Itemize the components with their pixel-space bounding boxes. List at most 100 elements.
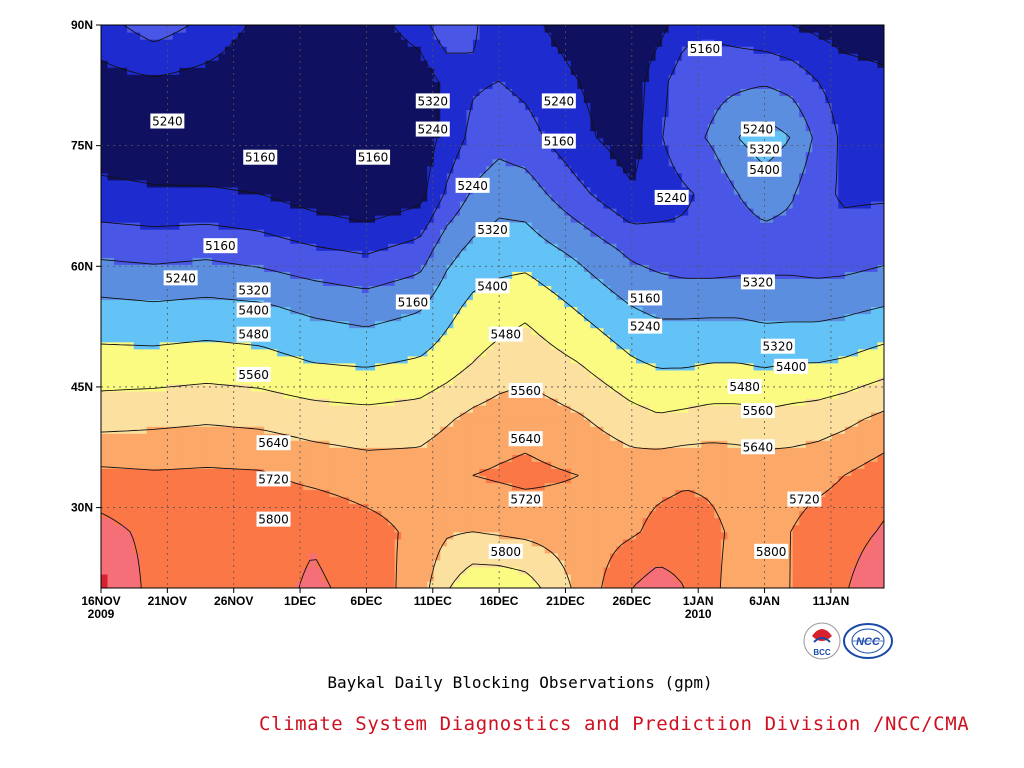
fill-cell — [342, 531, 350, 540]
fill-cell — [642, 383, 650, 392]
fill-cell — [224, 580, 233, 588]
fill-cell — [799, 573, 807, 582]
fill-cell — [629, 475, 637, 484]
fill-cell — [459, 376, 467, 385]
fill-cell — [857, 454, 866, 462]
fill-cell — [773, 468, 781, 476]
fill-cell — [316, 369, 324, 378]
fill-cell — [238, 475, 246, 484]
fill-cell — [316, 355, 324, 364]
fill-cell — [492, 362, 500, 371]
fill-cell — [485, 531, 494, 540]
fill-cell — [649, 566, 657, 575]
fill-cell — [479, 503, 487, 512]
fill-cell — [381, 503, 389, 512]
fill-cell — [746, 580, 755, 588]
fill-cell — [609, 566, 618, 575]
fill-cell — [420, 524, 428, 533]
fill-cell — [296, 461, 304, 469]
fill-cell — [283, 580, 291, 588]
fill-cell — [446, 369, 454, 378]
fill-cell — [290, 383, 298, 392]
fill-cell — [662, 461, 670, 469]
fill-cell — [401, 517, 409, 526]
fill-cell — [492, 524, 500, 533]
fill-cell — [877, 390, 884, 399]
fill-cell — [362, 405, 370, 413]
fill-cell — [499, 412, 507, 420]
fill-cell — [159, 390, 167, 399]
fill-cell — [375, 552, 383, 561]
fill-cell — [401, 545, 409, 554]
fill-cell — [636, 496, 644, 505]
fill-cell — [244, 320, 252, 329]
fill-cell — [596, 369, 605, 378]
fill-cell — [172, 383, 180, 392]
fill-cell — [675, 313, 683, 322]
fill-cell — [381, 390, 389, 399]
fill-cell — [127, 299, 135, 308]
fill-cell — [531, 517, 539, 526]
fill-cell — [825, 524, 833, 533]
fill-cell — [799, 320, 807, 329]
fill-cell — [211, 376, 220, 385]
fill-cell — [792, 566, 800, 575]
fill-cell — [720, 334, 728, 343]
fill-cell — [485, 292, 494, 301]
fill-cell — [701, 419, 709, 427]
fill-cell — [211, 320, 220, 329]
fill-cell — [146, 433, 154, 441]
fill-cell — [179, 545, 187, 554]
fill-cell — [453, 517, 461, 526]
fill-cell — [283, 545, 291, 554]
fill-cell — [609, 503, 618, 512]
fill-cell — [290, 362, 298, 371]
fill-cell — [120, 552, 128, 561]
fill-cell — [851, 383, 859, 392]
fill-cell — [688, 390, 696, 399]
fill-cell — [303, 447, 311, 455]
fill-cell — [192, 334, 200, 343]
fill-cell — [694, 461, 702, 469]
fill-cell — [766, 510, 774, 519]
fill-cell — [609, 454, 618, 462]
fill-cell — [792, 419, 800, 427]
fill-cell — [329, 475, 337, 484]
fill-cell — [342, 454, 350, 462]
fill-cell — [362, 524, 370, 533]
fill-cell — [185, 580, 193, 588]
fill-cell — [499, 510, 507, 519]
fill-cell — [485, 468, 494, 476]
fill-cell — [414, 503, 422, 512]
fill-cell — [590, 454, 598, 462]
fill-cell — [270, 503, 278, 512]
fill-cell — [629, 383, 637, 392]
fill-cell — [335, 383, 344, 392]
fill-cell — [688, 524, 696, 533]
fill-cell — [251, 468, 259, 476]
fill-cell — [492, 489, 500, 498]
fill-cell — [877, 299, 884, 308]
fill-cell — [838, 482, 846, 491]
fill-cell — [799, 454, 807, 462]
fill-cell — [838, 510, 846, 519]
fill-cell — [825, 545, 833, 554]
fill-cell — [446, 405, 454, 413]
fill-cell — [316, 334, 324, 343]
fill-cell — [649, 376, 657, 385]
fill-cell — [870, 566, 879, 575]
fill-cell — [114, 383, 122, 392]
fill-cell — [492, 461, 500, 469]
fill-cell — [388, 510, 396, 519]
fill-cell — [329, 299, 337, 308]
fill-cell — [512, 369, 520, 378]
fill-cell — [518, 531, 526, 540]
fill-cell — [812, 306, 820, 315]
fill-cell — [642, 362, 650, 371]
fill-cell — [870, 475, 879, 484]
fill-cell — [192, 369, 200, 378]
fill-cell — [616, 362, 624, 371]
fill-cell — [218, 475, 226, 484]
fill-cell — [714, 475, 722, 484]
fill-cell — [114, 419, 122, 427]
